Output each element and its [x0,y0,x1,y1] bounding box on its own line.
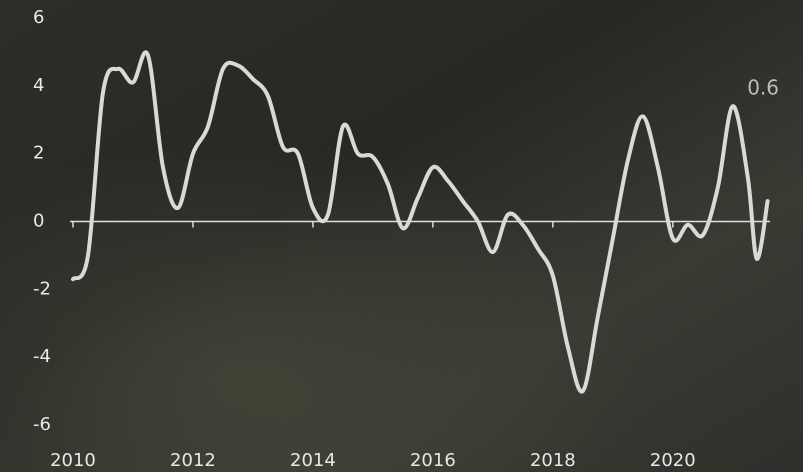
y-tick-label: 2 [33,143,44,164]
x-tick-label: 2018 [530,450,576,471]
x-tick-label: 2010 [50,450,96,471]
y-tick-label: -2 [33,278,51,299]
page: {"chart_data": {"type": "line", "x": [20… [0,0,803,472]
x-tick-label: 2016 [410,450,456,471]
y-tick-label: 0 [33,211,44,232]
y-tick-label: -6 [33,414,51,435]
y-tick-label: -4 [33,346,51,367]
x-tick-label: 2014 [290,450,336,471]
x-tick-label: 2012 [170,450,216,471]
y-tick-label: 4 [33,75,44,96]
data-label: 0.6 [747,76,779,100]
y-tick-label: 6 [33,7,44,28]
x-tick-label: 2020 [650,450,696,471]
chart: -6 -4 -2 0 2 4 6 2010 2012 2014 2016 2018 2020 0.6 [0,0,803,472]
